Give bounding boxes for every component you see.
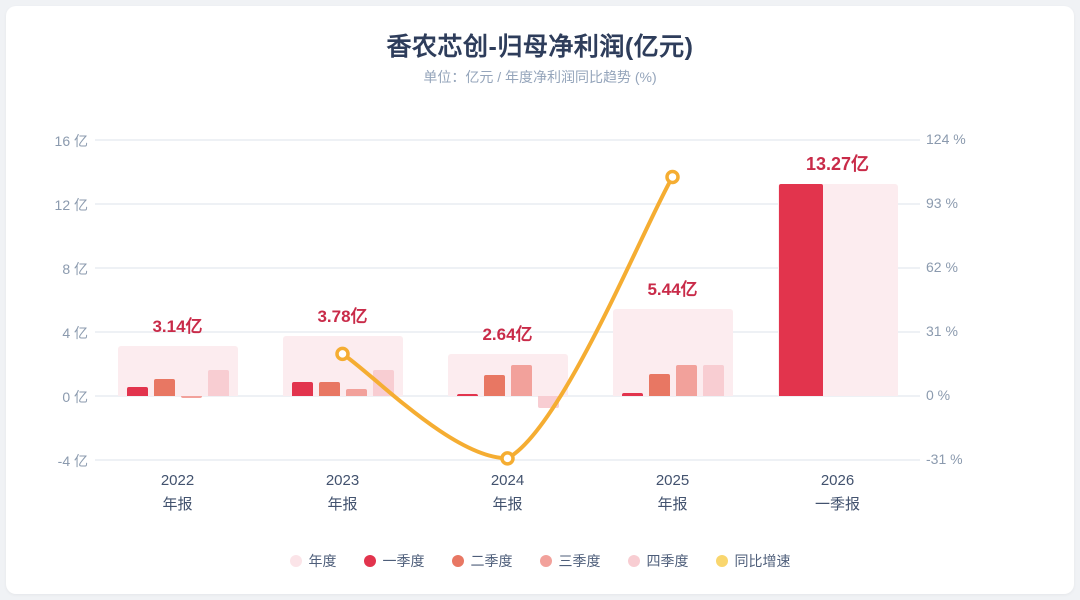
x-axis-label-period: 年报 <box>162 496 193 513</box>
legend: 年度 一季度 二季度 三季度 四季度 同比增速 <box>0 551 1080 571</box>
quarter-bar[interactable] <box>537 396 559 408</box>
quarter-bar[interactable] <box>126 387 148 396</box>
y-axis-left-label: 12 亿 <box>54 197 88 213</box>
legend-item-q1[interactable]: 一季度 <box>363 551 425 571</box>
x-axis-label-period: 年报 <box>327 496 358 513</box>
bar-value-label: 13.27亿 <box>805 153 870 174</box>
quarter-bar[interactable] <box>153 379 175 396</box>
legend-item-q3[interactable]: 三季度 <box>539 551 601 571</box>
annual-bar[interactable] <box>447 353 568 396</box>
legend-label-q1: 一季度 <box>382 553 425 569</box>
y-axis-left-label: 8 亿 <box>62 261 88 277</box>
quarter-bar[interactable] <box>318 382 340 396</box>
quarter-bar[interactable] <box>778 183 823 396</box>
legend-swatch-q2-icon <box>451 555 464 567</box>
growth-line-point[interactable] <box>665 169 680 185</box>
legend-label-q3: 三季度 <box>558 553 601 569</box>
x-axis-label-period: 一季报 <box>814 496 860 513</box>
quarter-bar[interactable] <box>483 374 505 396</box>
y-axis-right-label: 31 % <box>926 323 958 339</box>
bar-value-label: 3.78亿 <box>317 306 368 326</box>
gridline <box>95 139 920 141</box>
legend-item-growth[interactable]: 同比增速 <box>715 551 791 571</box>
x-axis-label-year: 2023 <box>325 472 360 489</box>
bar-value-label: 3.14亿 <box>152 316 203 336</box>
gridline <box>95 459 920 461</box>
x-axis-label-period: 年报 <box>492 496 523 513</box>
quarter-bar[interactable] <box>456 394 478 396</box>
quarter-bar[interactable] <box>372 369 394 396</box>
x-axis-label-period: 年报 <box>657 496 688 513</box>
quarter-bar[interactable] <box>180 396 202 398</box>
quarter-bar[interactable] <box>291 382 313 396</box>
x-axis-label-year: 2024 <box>490 472 525 489</box>
legend-label-q4: 四季度 <box>646 553 689 569</box>
chart-subtitle: 单位：亿元 / 年度净利润同比趋势 (%) <box>423 69 657 85</box>
y-axis-right-label: 124 % <box>926 131 966 147</box>
y-axis-right-label: 62 % <box>926 259 958 275</box>
quarter-bar[interactable] <box>207 369 229 396</box>
legend-label-q2: 二季度 <box>470 553 513 569</box>
quarter-bar[interactable] <box>510 364 532 396</box>
y-axis-right-label: 0 % <box>926 387 951 403</box>
x-axis-label-year: 2026 <box>820 472 855 489</box>
x-axis-label-year: 2025 <box>655 472 690 489</box>
quarter-bar[interactable] <box>345 388 367 396</box>
legend-swatch-q1-icon <box>363 555 376 567</box>
legend-swatch-q4-icon <box>627 555 640 567</box>
legend-item-q2[interactable]: 二季度 <box>451 551 513 571</box>
legend-item-q4[interactable]: 四季度 <box>627 551 689 571</box>
chart-title: 香农芯创-归母净利润(亿元) <box>386 33 694 61</box>
y-axis-left-label: -4 亿 <box>57 453 88 469</box>
bar-value-label: 5.44亿 <box>647 279 698 299</box>
quarter-bar[interactable] <box>621 392 643 396</box>
y-axis-right-label: 93 % <box>926 195 958 211</box>
legend-label-growth: 同比增速 <box>734 553 791 569</box>
legend-label-annual: 年度 <box>308 553 337 569</box>
legend-item-annual[interactable]: 年度 <box>289 551 337 571</box>
x-axis-label-year: 2022 <box>160 472 195 489</box>
bar-value-label: 2.64亿 <box>482 324 533 344</box>
y-axis-right-label: -31 % <box>926 451 963 467</box>
y-axis-left-label: 0 亿 <box>62 389 88 405</box>
quarter-bar[interactable] <box>675 365 697 396</box>
legend-swatch-annual-icon <box>289 555 302 567</box>
quarter-bar[interactable] <box>648 373 670 396</box>
y-axis-left-label: 16 亿 <box>54 133 88 149</box>
legend-swatch-q3-icon <box>539 555 552 567</box>
y-axis-left-label: 4 亿 <box>62 325 88 341</box>
legend-swatch-growth-icon <box>715 555 728 567</box>
quarter-bar[interactable] <box>702 365 724 396</box>
